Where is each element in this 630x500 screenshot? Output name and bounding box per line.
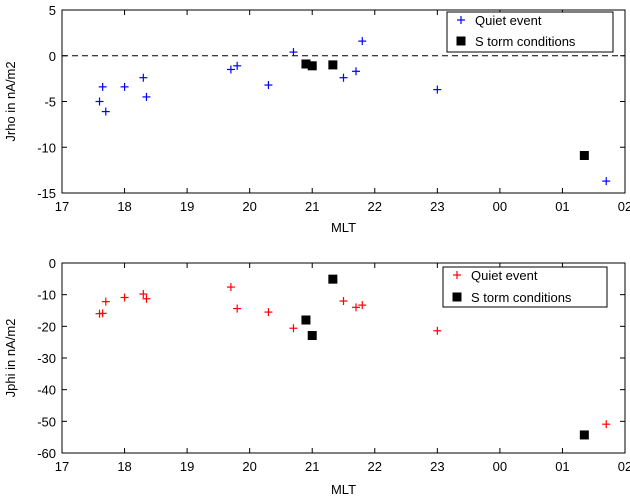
data-point-plus xyxy=(226,283,235,292)
data-point-plus xyxy=(602,420,611,429)
data-point-plus xyxy=(120,82,129,91)
legend-box xyxy=(446,11,614,53)
data-point-square xyxy=(328,60,338,70)
data-point-plus xyxy=(264,81,273,90)
data-point-plus xyxy=(142,92,151,101)
y-tick-label: 0 xyxy=(49,256,56,271)
series-storm-conditions xyxy=(301,59,589,160)
data-point-square xyxy=(579,150,589,160)
x-tick-label: 19 xyxy=(180,199,194,214)
x-axis-title: MLT xyxy=(331,220,356,235)
x-tick-label: 22 xyxy=(368,459,382,474)
y-tick-label: -10 xyxy=(37,140,56,155)
legend-label: Quiet event xyxy=(471,268,538,283)
y-tick-label: 5 xyxy=(49,3,56,18)
data-point-plus xyxy=(339,297,348,305)
legend: Quiet event S torm conditions xyxy=(442,266,608,308)
x-tick-label: 17 xyxy=(55,459,69,474)
data-point-plus xyxy=(352,67,361,76)
data-point-plus xyxy=(358,301,367,310)
data-point-plus xyxy=(98,82,107,91)
y-tick-label: -15 xyxy=(37,186,56,201)
chart-panel-2: 17 18 19 20 21 22 23 00 01 02 0 -10 -20 -30 -40 -50 -60 M… xyxy=(3,256,630,497)
data-point-plus xyxy=(139,73,148,82)
x-tick-label: 01 xyxy=(555,459,569,474)
data-point-square xyxy=(301,59,311,69)
series-quiet-event xyxy=(95,37,611,186)
data-point-plus xyxy=(95,97,104,106)
data-point-plus xyxy=(226,65,235,74)
data-point-plus xyxy=(602,177,611,186)
data-point-plus xyxy=(433,85,442,94)
y-tick-label: 0 xyxy=(49,49,56,64)
y-tick-label: -30 xyxy=(37,351,56,366)
x-tick-label: 00 xyxy=(493,199,507,214)
legend-label: Quiet event xyxy=(475,13,542,28)
data-point-plus xyxy=(289,324,298,333)
data-point-plus xyxy=(101,107,110,116)
x-tick-label: 23 xyxy=(430,199,444,214)
chart-panel-1: 17 18 19 20 21 22 23 00 01 02 5 0 -5 -10 -15 MLT Jrho in… xyxy=(3,3,630,235)
x-tick-label: 20 xyxy=(242,199,256,214)
x-tick-label: 02 xyxy=(618,459,630,474)
y-tick-label: -40 xyxy=(37,383,56,398)
x-tick-label: 00 xyxy=(493,459,507,474)
data-point-plus xyxy=(233,61,242,70)
data-point-plus xyxy=(142,294,151,303)
data-point-plus xyxy=(289,48,298,57)
data-point-square xyxy=(301,315,311,325)
y-tick-label: -60 xyxy=(37,446,56,461)
data-point-square xyxy=(328,274,338,284)
x-tick-label: 02 xyxy=(618,199,630,214)
data-point-plus xyxy=(233,304,242,313)
series-quiet-event xyxy=(95,283,611,429)
x-tick-label: 22 xyxy=(368,199,382,214)
data-point-square xyxy=(579,430,589,440)
x-tick-label: 01 xyxy=(555,199,569,214)
x-tick-label: 23 xyxy=(430,459,444,474)
legend-box xyxy=(442,266,608,308)
x-tick-label: 19 xyxy=(180,459,194,474)
data-point-plus xyxy=(358,37,367,46)
data-point-plus xyxy=(98,309,107,318)
data-point-plus xyxy=(264,308,273,317)
data-point-square xyxy=(307,61,317,71)
x-tick-label: 21 xyxy=(305,459,319,474)
x-tick-label: 18 xyxy=(117,459,131,474)
x-tick-label: 20 xyxy=(242,459,256,474)
data-point-square xyxy=(307,331,317,341)
data-point-plus xyxy=(101,297,110,306)
legend-marker xyxy=(453,271,461,279)
y-tick-label: -5 xyxy=(44,95,56,110)
legend-label: S torm conditions xyxy=(471,290,572,305)
y-tick-label: -10 xyxy=(37,288,56,303)
x-tick-label: 21 xyxy=(305,199,319,214)
x-tick-label: 17 xyxy=(55,199,69,214)
data-point-plus xyxy=(339,73,348,82)
y-axis-title: Jrho in nA/m2 xyxy=(3,61,18,141)
data-point-plus xyxy=(120,293,129,302)
data-point-plus xyxy=(139,290,148,299)
y-axis-title: Jphi in nA/m2 xyxy=(3,319,18,398)
legend-marker xyxy=(456,36,466,46)
legend-marker xyxy=(452,292,462,302)
x-axis-title: MLT xyxy=(331,482,356,497)
x-tick-label: 18 xyxy=(117,199,131,214)
y-tick-label: -50 xyxy=(37,414,56,429)
legend-marker xyxy=(457,16,465,24)
series-storm-conditions xyxy=(301,274,589,440)
y-tick-label: -20 xyxy=(37,319,56,334)
data-point-plus xyxy=(433,326,442,335)
data-point-plus xyxy=(352,303,361,312)
legend: Quiet event S torm conditions xyxy=(446,11,614,53)
legend-label: S torm conditions xyxy=(475,34,576,49)
